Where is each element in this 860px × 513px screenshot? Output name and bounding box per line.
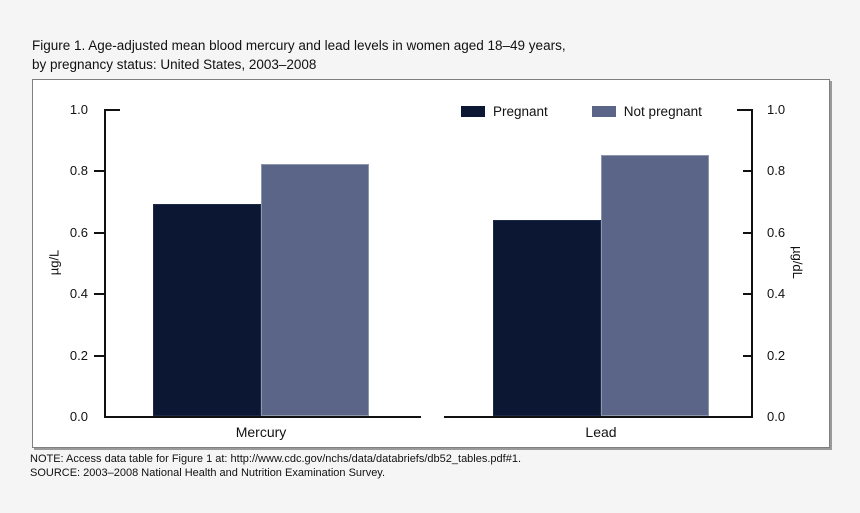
bar-mercury-not-pregnant	[261, 164, 369, 416]
left-axis-tick-label: 0.8	[69, 163, 88, 179]
legend-swatch-icon	[591, 106, 616, 117]
legend-label: Pregnant	[493, 104, 548, 119]
source-text: SOURCE: 2003–2008 National Health and Nu…	[30, 467, 386, 479]
left-axis-tick-label: 0.6	[69, 224, 88, 240]
legend-item-not-pregnant: Not pregnant	[591, 104, 702, 119]
left-axis-tick	[94, 354, 104, 357]
category-label-lead: Lead	[585, 424, 617, 440]
bar-lead-pregnant	[493, 219, 601, 416]
legend-item-pregnant: Pregnant	[461, 104, 548, 119]
legend-label: Not pregnant	[623, 104, 702, 119]
legend-swatch-icon	[461, 106, 485, 117]
left-axis-tick	[94, 293, 104, 296]
right-axis-tick	[743, 293, 753, 296]
left-axis-top-cap	[106, 109, 120, 111]
right-y-axis	[751, 109, 753, 418]
figure-notes: NOTE: Access data table for Figure 1 at:…	[30, 452, 521, 480]
left-axis-tick-label: 1.0	[69, 102, 88, 117]
right-axis-tick-label: 0.0	[767, 409, 786, 424]
figure-title-line1: Figure 1. Age-adjusted mean blood mercur…	[32, 38, 566, 53]
left-axis-tick-label: 0.4	[69, 286, 88, 302]
chart-legend: Pregnant Not pregnant	[461, 104, 702, 119]
right-axis-tick-label: 0.8	[767, 163, 786, 179]
left-y-axis	[104, 109, 106, 418]
right-axis-tick-label: 0.2	[767, 347, 786, 363]
figure-title-line2: by pregnancy status: United States, 2003…	[32, 57, 317, 72]
left-axis-tick-label: 0.0	[69, 409, 88, 424]
right-axis-tick-label: 1.0	[767, 102, 786, 117]
right-axis-tick	[743, 231, 753, 234]
x-axis-mercury	[106, 416, 421, 418]
right-axis-tick-label: 0.4	[767, 286, 786, 302]
x-axis-lead	[444, 416, 753, 418]
right-axis-unit-label: µg/dL	[789, 245, 805, 279]
figure-title: Figure 1. Age-adjusted mean blood mercur…	[32, 36, 566, 74]
chart-plot-area: 0.0 0.0 0.2 0.2 0.4 0.4 0.6 0.6 0.8 0.8 1.0 1.0 µg/L…	[33, 80, 829, 447]
left-axis-tick-label: 0.2	[69, 347, 88, 363]
left-axis-unit-label: µg/L	[46, 249, 62, 275]
bar-lead-not-pregnant	[601, 155, 709, 416]
bar-mercury-pregnant	[153, 204, 261, 416]
right-axis-top-cap	[737, 109, 751, 111]
note-text: NOTE: Access data table for Figure 1 at:…	[30, 453, 521, 465]
right-axis-tick	[743, 170, 753, 173]
left-axis-tick	[94, 170, 104, 173]
right-axis-tick-label: 0.6	[767, 224, 786, 240]
chart-box: Pregnant Not pregnant 0.0 0.0 0.2 0.2 0.4 0.4 0…	[32, 79, 830, 448]
category-label-mercury: Mercury	[235, 424, 287, 440]
left-axis-tick	[94, 231, 104, 234]
right-axis-tick	[743, 354, 753, 357]
